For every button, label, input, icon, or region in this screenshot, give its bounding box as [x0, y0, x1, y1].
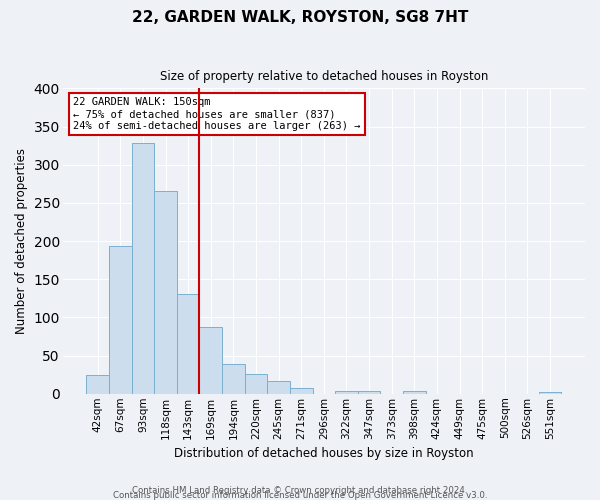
Bar — [403, 390, 425, 394]
Y-axis label: Number of detached properties: Number of detached properties — [15, 148, 28, 334]
Bar — [86, 374, 109, 394]
Text: Contains public sector information licensed under the Open Government Licence v3: Contains public sector information licen… — [113, 491, 487, 500]
Bar — [177, 294, 199, 394]
Bar — [335, 390, 358, 394]
Bar — [131, 144, 154, 394]
Bar — [245, 374, 268, 394]
Bar — [109, 246, 131, 394]
Bar — [539, 392, 561, 394]
X-axis label: Distribution of detached houses by size in Royston: Distribution of detached houses by size … — [174, 447, 473, 460]
Bar — [199, 328, 222, 394]
Title: Size of property relative to detached houses in Royston: Size of property relative to detached ho… — [160, 70, 488, 83]
Bar — [290, 388, 313, 394]
Bar — [154, 192, 177, 394]
Text: 22, GARDEN WALK, ROYSTON, SG8 7HT: 22, GARDEN WALK, ROYSTON, SG8 7HT — [132, 10, 468, 25]
Bar — [268, 381, 290, 394]
Bar — [358, 390, 380, 394]
Text: Contains HM Land Registry data © Crown copyright and database right 2024.: Contains HM Land Registry data © Crown c… — [132, 486, 468, 495]
Bar — [222, 364, 245, 394]
Text: 22 GARDEN WALK: 150sqm
← 75% of detached houses are smaller (837)
24% of semi-de: 22 GARDEN WALK: 150sqm ← 75% of detached… — [73, 98, 361, 130]
